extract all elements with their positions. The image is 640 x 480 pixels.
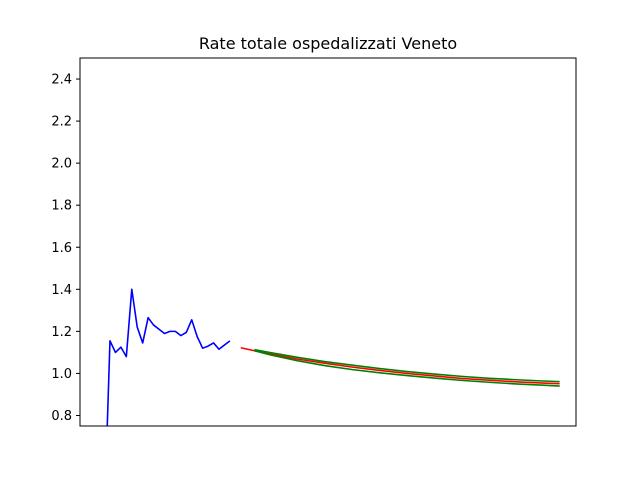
series-layer [106,288,560,426]
series-line-lower [254,349,560,387]
y-tick-label: 1.6 [51,241,72,256]
y-tick-label: 0.8 [51,409,72,424]
y-axis: 0.8 1.0 1.2 1.4 1.6 1.8 2.0 2.2 2.4 [51,73,80,424]
series-line-observed [106,288,231,426]
y-tick-label: 1.2 [51,325,72,340]
y-tick-label: 2.2 [51,115,72,130]
y-tick-label: 2.0 [51,157,72,172]
y-tick-label: 1.0 [51,367,72,382]
y-tick-label: 2.4 [51,73,72,88]
plot-frame [79,57,577,427]
chart-title: Rate totale ospedalizzati Veneto [199,34,457,53]
series-line-forecast [240,346,560,385]
series-line-upper [254,348,560,383]
y-tick-label: 1.4 [51,283,72,298]
y-tick-label: 1.8 [51,199,72,214]
